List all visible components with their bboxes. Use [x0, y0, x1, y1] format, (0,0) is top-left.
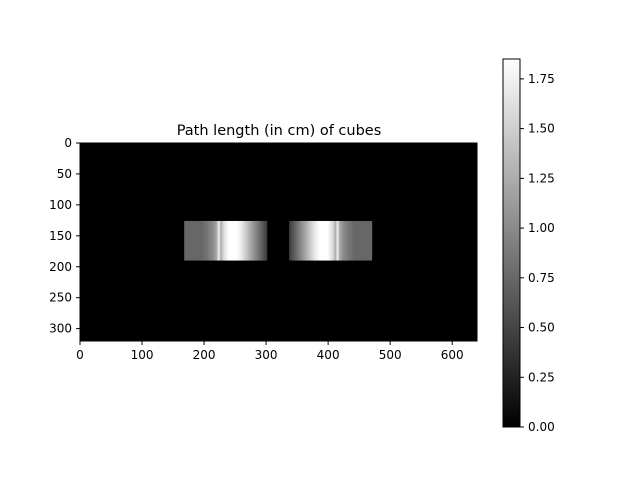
x-tick-label: 300 [255, 348, 278, 362]
colorbar-tick-label: 0.50 [528, 321, 555, 335]
colorbar-tick-label: 1.50 [528, 122, 555, 136]
heatmap-background [80, 143, 477, 341]
chart-title: Path length (in cm) of cubes [177, 123, 382, 139]
colorbar-tick-label: 1.75 [528, 72, 555, 86]
y-tick-label: 250 [49, 291, 72, 305]
colorbar-gradient [502, 58, 521, 428]
colorbar-tick-label: 1.25 [528, 171, 555, 185]
y-tick-label: 100 [49, 198, 72, 212]
y-tick-label: 150 [49, 229, 72, 243]
colorbar: 0.00 0.25 0.50 0.75 1.00 1.25 1.50 1.75 [502, 58, 555, 434]
plot-area [79, 142, 478, 342]
y-tick-label: 300 [49, 322, 72, 336]
colorbar-tick-label: 0.00 [528, 420, 555, 434]
y-axis: 0 50 100 150 200 250 300 [49, 136, 80, 336]
x-tick-label: 100 [131, 348, 154, 362]
x-axis: 0 100 200 300 400 500 600 [76, 341, 464, 362]
colorbar-tick-label: 0.25 [528, 370, 555, 384]
colorbar-tick-label: 1.00 [528, 221, 555, 235]
x-tick-label: 600 [441, 348, 464, 362]
x-tick-label: 400 [317, 348, 340, 362]
cube-region-2 [289, 220, 373, 261]
x-tick-label: 200 [193, 348, 216, 362]
plot-frame [79, 142, 478, 342]
colorbar-tick-label: 0.75 [528, 271, 555, 285]
cube-region-1 [184, 220, 268, 261]
y-tick-label: 0 [64, 136, 72, 150]
x-tick-label: 500 [379, 348, 402, 362]
y-tick-label: 50 [57, 167, 72, 181]
x-tick-label: 0 [76, 348, 84, 362]
y-tick-label: 200 [49, 260, 72, 274]
